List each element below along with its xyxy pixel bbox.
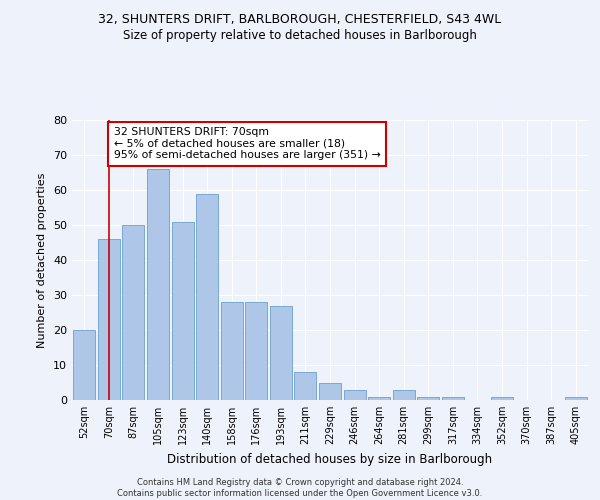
Text: Size of property relative to detached houses in Barlborough: Size of property relative to detached ho… bbox=[123, 29, 477, 42]
Bar bbox=[442, 396, 464, 400]
X-axis label: Distribution of detached houses by size in Barlborough: Distribution of detached houses by size … bbox=[167, 452, 493, 466]
Bar bbox=[295, 372, 316, 400]
Bar bbox=[344, 390, 365, 400]
Y-axis label: Number of detached properties: Number of detached properties bbox=[37, 172, 47, 348]
Bar bbox=[122, 225, 145, 400]
Bar bbox=[368, 396, 390, 400]
Bar bbox=[392, 390, 415, 400]
Bar bbox=[270, 306, 292, 400]
Text: Contains HM Land Registry data © Crown copyright and database right 2024.
Contai: Contains HM Land Registry data © Crown c… bbox=[118, 478, 482, 498]
Bar bbox=[98, 239, 120, 400]
Bar bbox=[417, 396, 439, 400]
Bar bbox=[73, 330, 95, 400]
Bar bbox=[319, 382, 341, 400]
Bar bbox=[172, 222, 194, 400]
Bar bbox=[565, 396, 587, 400]
Bar bbox=[491, 396, 513, 400]
Text: 32, SHUNTERS DRIFT, BARLBOROUGH, CHESTERFIELD, S43 4WL: 32, SHUNTERS DRIFT, BARLBOROUGH, CHESTER… bbox=[98, 12, 502, 26]
Bar bbox=[245, 302, 268, 400]
Bar bbox=[147, 169, 169, 400]
Text: 32 SHUNTERS DRIFT: 70sqm
← 5% of detached houses are smaller (18)
95% of semi-de: 32 SHUNTERS DRIFT: 70sqm ← 5% of detache… bbox=[114, 127, 380, 160]
Bar bbox=[196, 194, 218, 400]
Bar bbox=[221, 302, 243, 400]
